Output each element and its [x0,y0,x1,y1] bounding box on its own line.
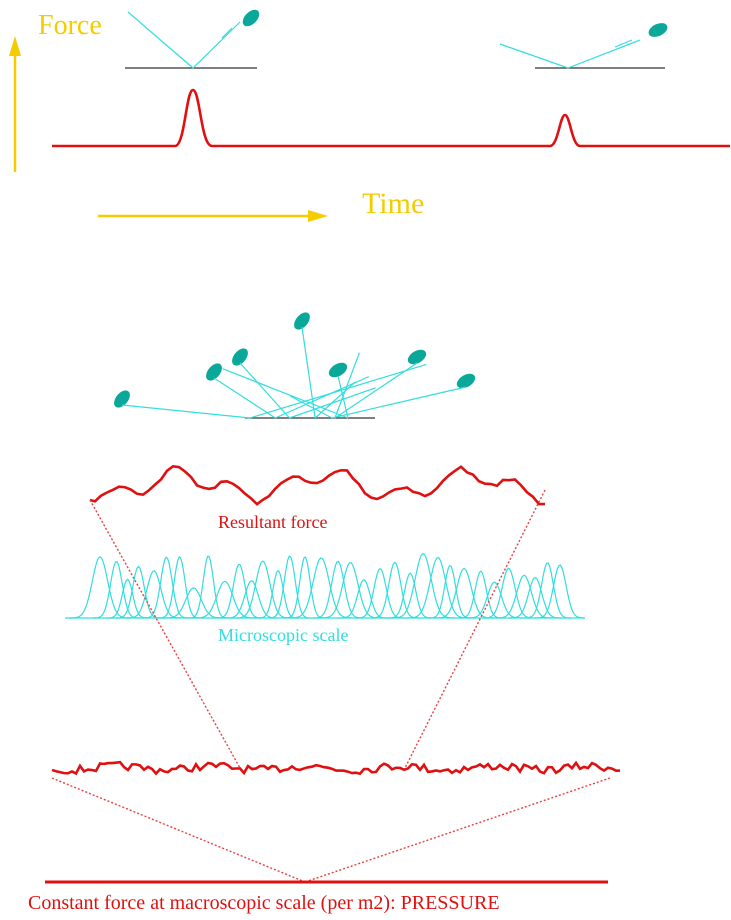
noisy-curve [51,760,621,776]
force-axis [9,36,21,172]
peak [370,561,419,619]
collision-2 [499,23,668,69]
zoom-line [51,777,306,883]
impulse-curve [52,88,730,148]
particle [114,390,130,408]
peak [234,560,290,619]
peak [466,581,522,619]
peak [319,562,380,619]
collision-1 [125,9,260,69]
peak [434,568,494,619]
peak [284,556,326,619]
trajectory [331,386,467,419]
particle [206,363,222,381]
pressure-label: Constant force at macroscopic scale (per… [28,892,500,914]
peak [125,570,182,619]
zoom-line [404,489,546,769]
time-label: Time [362,187,424,220]
zoom-line [304,777,611,883]
peak [224,579,278,619]
particle [407,349,427,365]
peak [428,565,471,619]
peak [93,561,140,619]
trajectory [249,363,427,419]
microscopic-label: Microscopic scale [218,625,348,645]
peak [162,587,225,619]
trajectory [301,326,316,419]
peak [534,564,585,619]
peak [115,565,161,619]
peak [508,577,562,619]
peak [312,560,363,619]
peak [355,567,404,619]
peak [69,556,130,619]
force-label: Force [38,10,102,41]
peak [387,572,432,619]
trajectory [334,352,360,419]
peak [143,556,189,619]
particle [294,312,310,330]
trajectory [239,362,290,419]
peak [268,555,311,619]
particle [232,348,248,366]
particle [456,373,476,389]
peak [495,574,553,619]
trajectory [121,404,251,419]
zoom-line [89,499,241,769]
peak [338,579,389,619]
peak [406,556,469,619]
peak [289,557,353,619]
trajectory [222,368,349,419]
trajectory [213,377,276,419]
peak [158,555,201,619]
peak [193,580,257,619]
particle [328,362,348,378]
peak [482,567,534,619]
resultant-curve [89,464,546,506]
peak [215,563,262,619]
collision-burst [114,312,476,419]
time-axis [98,210,328,222]
resultant-label: Resultant force [218,512,327,532]
trajectory [334,362,418,419]
peak [523,562,571,619]
trajectory [290,395,333,419]
peak [391,552,455,619]
peak [106,578,148,619]
peak [188,555,229,619]
peak [458,570,503,619]
microscopic-peaks [65,552,585,619]
